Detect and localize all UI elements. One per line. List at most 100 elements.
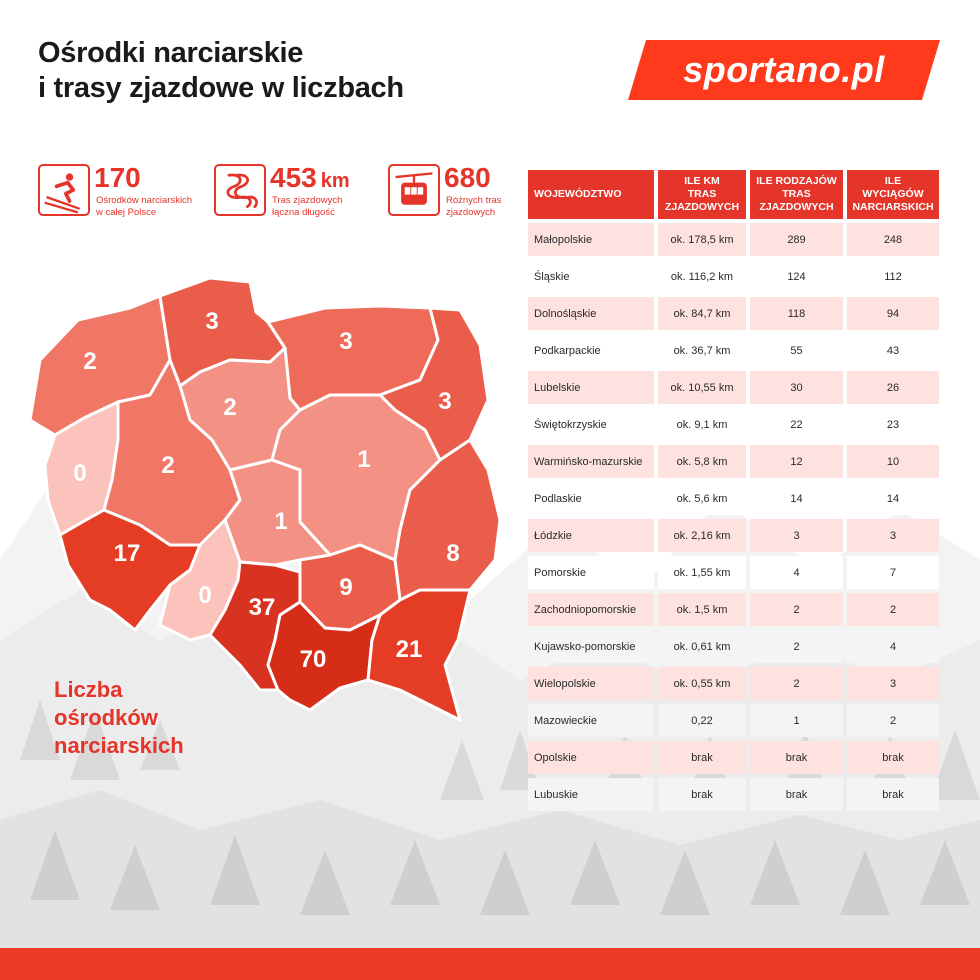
table-row: Zachodniopomorskie ok. 1,5 km 2 2 (528, 593, 939, 626)
header-trail-types-line3: ZJAZDOWYCH (759, 201, 834, 213)
cell-km: ok. 0,61 km (658, 630, 746, 663)
cell-lifts: 23 (847, 408, 939, 441)
stat-trails-desc: Różnych tras zjazdowych (446, 195, 586, 219)
table-row: Wielopolskie ok. 0,55 km 2 3 (528, 667, 939, 700)
cell-lifts: 43 (847, 334, 939, 367)
stat-trail-length-line2: łączna długość (272, 207, 335, 218)
cell-trail-types: 4 (750, 556, 843, 589)
cell-voivodeship: Pomorskie (528, 556, 654, 589)
count-lodzkie: 1 (274, 508, 288, 535)
cell-lifts: 14 (847, 482, 939, 515)
cell-voivodeship: Podlaskie (528, 482, 654, 515)
cell-lifts: 112 (847, 260, 939, 293)
stat-resorts-desc: Ośrodków narciarskich w całej Polsce (96, 195, 236, 219)
count-zachodniopomorskie: 2 (83, 348, 97, 375)
cell-lifts: 3 (847, 667, 939, 700)
cell-lifts: brak (847, 778, 939, 811)
region-malopolskie (266, 600, 382, 712)
gondola-icon (388, 164, 440, 216)
count-opolskie: 0 (198, 582, 212, 609)
cell-trail-types: 22 (750, 408, 843, 441)
count-warminsko-mazurskie: 3 (339, 328, 353, 355)
cell-voivodeship: Warmińsko-mazurskie (528, 445, 654, 478)
skier-icon (38, 164, 90, 216)
sportano-logo: sportano.pl (628, 40, 940, 100)
table-row: Świętokrzyskie ok. 9,1 km 22 23 (528, 408, 939, 441)
count-malopolskie: 70 (299, 646, 327, 673)
header-lifts-line3: NARCIARSKICH (852, 201, 934, 213)
header-km-line3: ZJAZDOWYCH (664, 201, 740, 213)
cell-km: ok. 5,8 km (658, 445, 746, 478)
stat-trail-length-desc: Tras zjazdowych łączna długość (272, 195, 412, 219)
count-kujawsko-pomorskie: 2 (223, 394, 237, 421)
title-line-1: Ośrodki narciarskie (38, 37, 304, 69)
header-trail-types-line1: ILE RODZAJÓW (756, 175, 837, 187)
header-voivodeship-text: WOJEWÓDZTWO (534, 188, 622, 200)
cell-trail-types: 289 (750, 223, 843, 256)
cell-voivodeship: Kujawsko-pomorskie (528, 630, 654, 663)
header-voivodeship: WOJEWÓDZTWO (528, 170, 654, 219)
ski-resorts-table: WOJEWÓDZTWO ILE KM TRAS ZJAZDOWYCH ILE R… (524, 166, 943, 815)
cell-voivodeship: Małopolskie (528, 223, 654, 256)
cell-km: ok. 1,55 km (658, 556, 746, 589)
cell-trail-types: brak (750, 741, 843, 774)
count-mazowieckie: 1 (357, 446, 371, 473)
stat-trail-length-unit: km (320, 170, 350, 192)
cell-trail-types: 2 (750, 630, 843, 663)
cell-voivodeship: Dolnośląskie (528, 297, 654, 330)
table-row: Opolskie brak brak brak (528, 741, 939, 774)
count-podkarpackie: 21 (395, 636, 423, 663)
cell-voivodeship: Zachodniopomorskie (528, 593, 654, 626)
cell-lifts: 10 (847, 445, 939, 478)
count-lubelskie: 8 (446, 540, 460, 567)
table-row: Pomorskie ok. 1,55 km 4 7 (528, 556, 939, 589)
cell-km: 0,22 (658, 704, 746, 737)
cell-km: ok. 84,7 km (658, 297, 746, 330)
region-podkarpackie (366, 588, 472, 722)
cell-voivodeship: Łódzkie (528, 519, 654, 552)
count-pomorskie: 3 (205, 308, 219, 335)
count-wielkopolskie: 2 (161, 452, 175, 479)
header-trail-types-line2: TRAS (782, 188, 811, 200)
cell-km: ok. 1,5 km (658, 593, 746, 626)
table-row: Podkarpackie ok. 36,7 km 55 43 (528, 334, 939, 367)
map-label-line-2: ośrodków (54, 705, 158, 730)
cell-trail-types: brak (750, 778, 843, 811)
stat-trails-line2: zjazdowych (446, 207, 496, 218)
cell-trail-types: 118 (750, 297, 843, 330)
count-dolnoslaskie: 17 (113, 540, 141, 567)
cell-voivodeship: Opolskie (528, 741, 654, 774)
header-lifts: ILE WYCIĄGÓW NARCIARSKICH (847, 170, 939, 219)
cell-km: ok. 10,55 km (658, 371, 746, 404)
bottom-bar (0, 948, 980, 980)
cell-trail-types: 55 (750, 334, 843, 367)
cell-voivodeship: Świętokrzyskie (528, 408, 654, 441)
stat-trail-length-value: 453 km (270, 162, 350, 193)
stat-trail-length-line1: Tras zjazdowych (272, 195, 343, 206)
cell-trail-types: 1 (750, 704, 843, 737)
header-km: ILE KM TRAS ZJAZDOWYCH (658, 170, 746, 219)
table-row: Łódzkie ok. 2,16 km 3 3 (528, 519, 939, 552)
header-km-line1: ILE KM (684, 175, 720, 187)
cell-km: ok. 36,7 km (658, 334, 746, 367)
cell-trail-types: 2 (750, 593, 843, 626)
cell-lifts: 26 (847, 371, 939, 404)
page-title: Ośrodki narciarskie i trasy zjazdowe w l… (38, 36, 404, 106)
logo-background (628, 40, 940, 100)
cell-voivodeship: Podkarpackie (528, 334, 654, 367)
table-row: Lubelskie ok. 10,55 km 30 26 (528, 371, 939, 404)
cell-lifts: brak (847, 741, 939, 774)
table-row: Mazowieckie 0,22 1 2 (528, 704, 939, 737)
table-row: Warmińsko-mazurskie ok. 5,8 km 12 10 (528, 445, 939, 478)
cell-trail-types: 3 (750, 519, 843, 552)
cell-lifts: 248 (847, 223, 939, 256)
logo-text: sportano.pl (683, 49, 885, 90)
count-podlaskie: 3 (438, 388, 452, 415)
cell-trail-types: 2 (750, 667, 843, 700)
cell-lifts: 2 (847, 593, 939, 626)
stat-resorts-value: 170 (94, 162, 141, 193)
cell-lifts: 2 (847, 704, 939, 737)
table-row: Małopolskie ok. 178,5 km 289 248 (528, 223, 939, 256)
